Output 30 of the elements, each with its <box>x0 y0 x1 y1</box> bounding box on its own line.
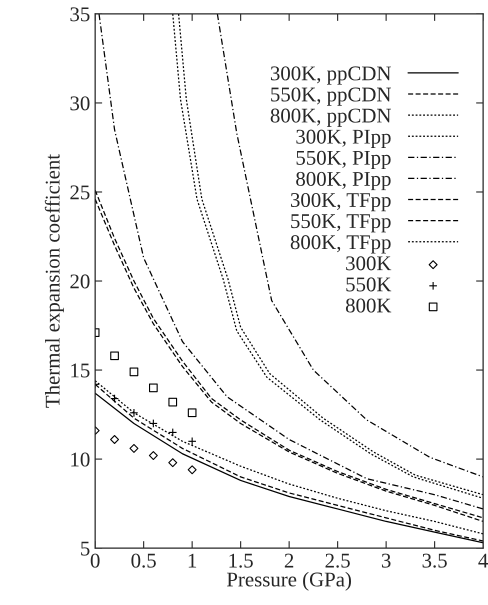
x-tick-label: 0.5 <box>131 554 156 568</box>
x-tick-label: 3 <box>382 554 391 568</box>
y-tick-label: 5 <box>81 542 90 556</box>
legend-label: 800K, PIpp <box>296 172 391 190</box>
y-tick-label: 30 <box>70 96 90 110</box>
y-tick-label: 15 <box>71 364 90 378</box>
legend-label: 550K, ppCDN <box>271 87 391 106</box>
x-tick-label: 1.5 <box>229 554 253 568</box>
x-axis-title: Pressure (GPa) <box>226 572 351 591</box>
legend-label: 300K <box>346 256 392 270</box>
legend-label: 800K, ppCDN <box>270 108 391 127</box>
legend-label: 300K, PIpp <box>296 130 391 148</box>
x-tick-label: 2.5 <box>326 554 350 568</box>
legend-label: 800K <box>346 298 392 313</box>
legend-label: 300K, TFpp <box>290 192 391 212</box>
legend-label: 550K, TFpp <box>291 214 391 232</box>
y-tick-label: 25 <box>70 185 90 200</box>
y-tick-label: 20 <box>70 274 90 288</box>
legend-label: 300K, ppCDN <box>270 66 391 85</box>
x-tick-label: 2 <box>284 554 294 568</box>
legend-label: 550K, PIpp <box>296 150 391 170</box>
x-tick-label: 1 <box>188 554 196 568</box>
legend-label: 800K, TFpp <box>290 235 391 254</box>
x-tick-label: 0 <box>90 554 100 568</box>
y-tick-label: 35 <box>70 7 90 22</box>
y-tick-label: 10 <box>71 452 90 467</box>
x-tick-label: 3.5 <box>422 554 447 568</box>
legend-label: 550K <box>346 277 392 292</box>
x-tick-label: 4 <box>478 554 488 568</box>
y-axis-title: Thermal expansion coefficient <box>44 154 64 408</box>
